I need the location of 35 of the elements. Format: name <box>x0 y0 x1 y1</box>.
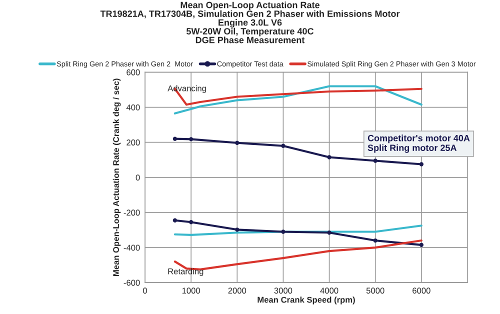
y-tick-label: -600 <box>124 280 140 286</box>
x-axis-title: Mean Crank Speed (rpm) <box>258 296 355 304</box>
chart-title: Mean Open-Loop Actuation Rate TR19821A, TR17304B, Simulation Gen 2 Phaser with Emissions Motor Engine 3.0L V6 5W-20W Oil, Temperature 40C DGE Phase Measurement <box>100 2 400 44</box>
x-tick-label: 2000 <box>228 288 246 294</box>
point <box>281 230 286 234</box>
annotation: Competitor's motor 40A Split Ring motor 25A <box>368 134 470 153</box>
x-tick-label: 6000 <box>412 288 430 294</box>
x-tick-label: 0 <box>143 288 147 294</box>
point <box>172 218 178 222</box>
x-tick-label: 3000 <box>274 288 292 294</box>
x-tick-label: 1000 <box>182 288 200 294</box>
annotation: Advancing <box>168 85 206 93</box>
point <box>327 155 332 160</box>
point <box>235 228 240 232</box>
line-series <box>174 224 422 236</box>
point <box>235 140 240 145</box>
y-tick-label: -200 <box>124 210 140 216</box>
y-tick-label: 0 <box>136 174 140 181</box>
annotation: Retarding <box>168 268 204 276</box>
y-tick-label: -400 <box>124 244 140 251</box>
y-axis-title: Mean Open-Loop Actuation Rate (Crank deg / sec) <box>112 78 121 276</box>
point <box>419 162 424 166</box>
y-tick-label: 600 <box>126 69 140 76</box>
point <box>373 238 378 243</box>
y-tick-label: 200 <box>126 140 140 146</box>
point <box>373 158 378 163</box>
point <box>188 220 194 224</box>
point <box>419 242 424 247</box>
point <box>281 144 286 148</box>
point <box>327 230 332 235</box>
x-tick-label: 5000 <box>366 288 384 294</box>
point <box>188 137 194 142</box>
x-tick-label: 4000 <box>320 288 338 294</box>
point <box>172 136 178 141</box>
y-tick-label: 400 <box>126 104 140 110</box>
